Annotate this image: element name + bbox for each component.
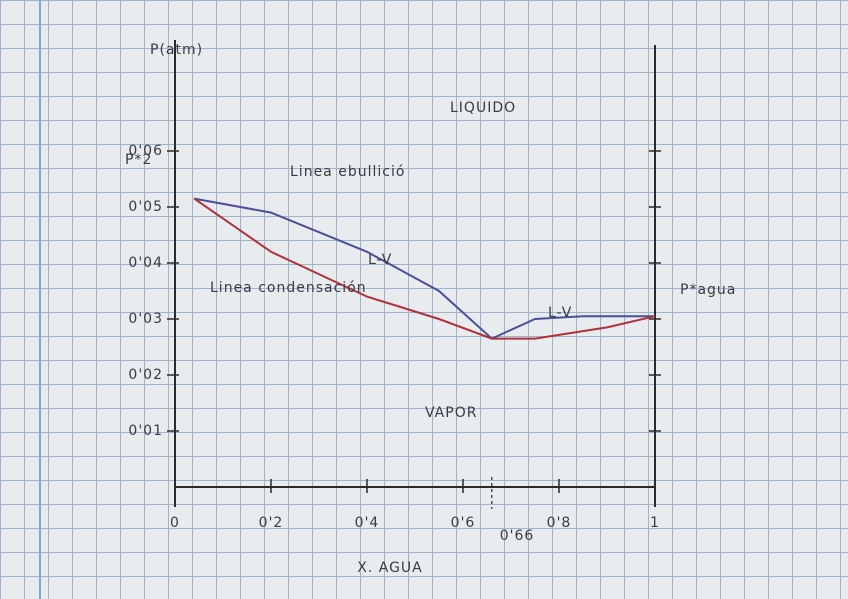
y-tick-label: 0'04 [128, 255, 163, 271]
series-line [193, 197, 656, 340]
x-axis-label: X. AGUA [357, 560, 423, 576]
series-line [194, 197, 655, 340]
x-tick-label: 0 [170, 515, 180, 531]
series-label: Linea ebullició [290, 164, 405, 180]
x-tick-label: 0'8 [547, 515, 572, 531]
annotation: VAPOR [425, 405, 477, 421]
y-tick-label: 0'01 [128, 423, 163, 439]
annotation: LIQUIDO [450, 100, 516, 116]
y-tick-label: 0'06 [128, 143, 163, 159]
annotation: 0'66 [500, 528, 535, 544]
y-axis-label: P(atm) [150, 42, 203, 58]
annotation: L-V [368, 252, 392, 268]
annotation: L-V [548, 305, 572, 321]
series-label: Linea condensación [210, 280, 367, 296]
x-tick-label: 0'2 [259, 515, 284, 531]
y-tick-label: 0'02 [128, 367, 163, 383]
x-tick-label: 0'6 [451, 515, 476, 531]
x-tick-label: 0'4 [355, 515, 380, 531]
y-tick-label: 0'05 [128, 199, 163, 215]
x-tick-label: 1 [650, 515, 660, 531]
annotation: P*2 [125, 152, 152, 168]
annotation: P*agua [680, 282, 736, 298]
y-tick-label: 0'03 [128, 311, 163, 327]
